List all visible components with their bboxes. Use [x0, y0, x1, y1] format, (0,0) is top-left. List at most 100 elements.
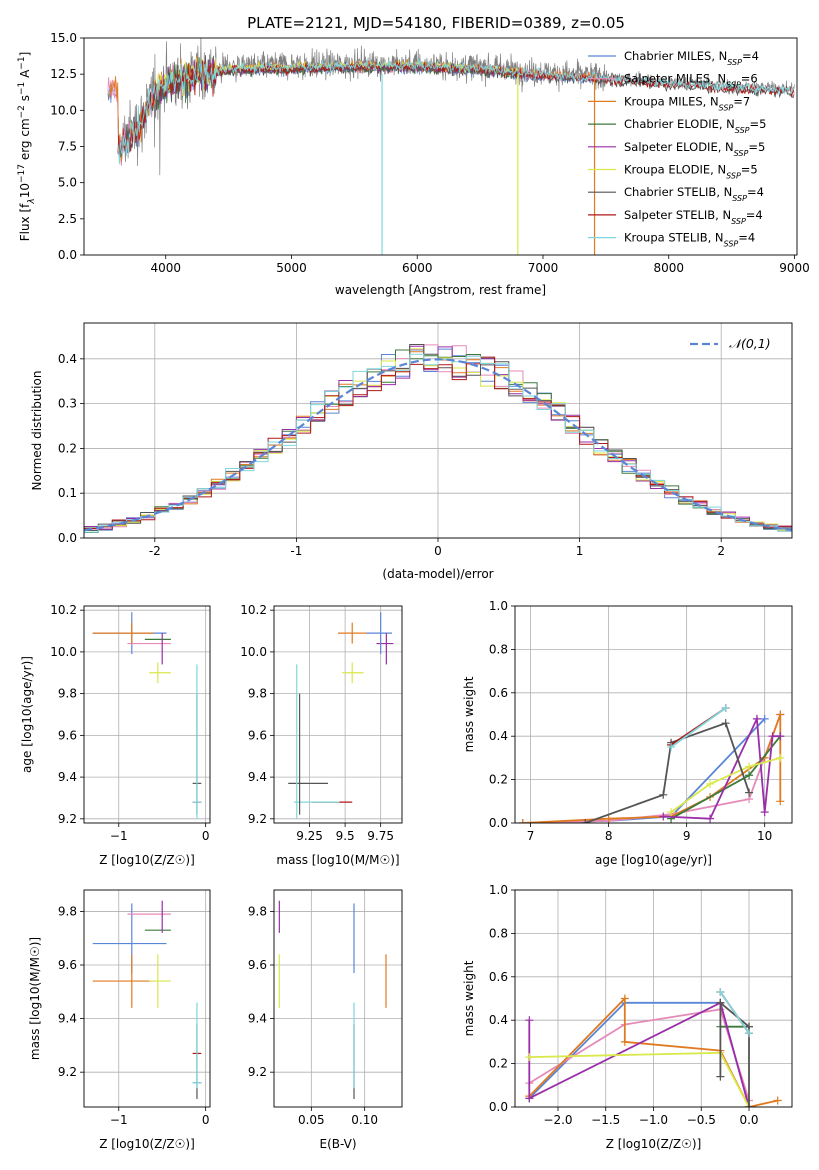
y-tick-label: 1.0 [489, 599, 508, 613]
x-tick-label: 9.75 [367, 829, 394, 843]
x-tick-label: 0.05 [298, 1113, 325, 1127]
x-tick-label: 10 [757, 829, 772, 843]
weight-marker [776, 710, 785, 719]
weight-line [528, 996, 778, 1107]
y-tick-label: 0.6 [489, 970, 508, 984]
legend-entry: Salpeter MILES, NSSP=6 [624, 72, 758, 90]
x-tick-label: −1.0 [639, 1113, 668, 1127]
x-tick-label: −1 [110, 829, 128, 843]
mass-vs-Z-axes [80, 890, 210, 1111]
y-tick-label: 10.2 [240, 603, 267, 617]
y-tick-label: 9.2 [58, 1065, 77, 1079]
residual-frame [83, 322, 793, 539]
y-tick-label: 0.2 [489, 773, 508, 787]
y-axis-label-part: λ [27, 198, 37, 204]
legend-entry: Chabrier STELIB, NSSP=4 [624, 185, 764, 203]
y-tick-label: 9.6 [248, 728, 267, 742]
axes-frame [83, 605, 211, 824]
x-tick-label: −0.5 [687, 1113, 716, 1127]
weight-marker [525, 1016, 534, 1025]
y-tick-label: 9.8 [248, 904, 267, 918]
y-tick-label: 10.2 [50, 603, 77, 617]
y-tick-label: 0.8 [489, 642, 508, 656]
weight-marker [659, 812, 668, 821]
y-tick-label: 0.0 [489, 1100, 508, 1114]
x-tick-label: −1.5 [591, 1113, 620, 1127]
errorbar-series [278, 900, 387, 1099]
legend-entry: Salpeter STELIB, NSSP=4 [624, 208, 763, 226]
y-tick-label: 9.2 [248, 1065, 267, 1079]
model-spectrum [117, 57, 795, 165]
age-vs-mass-axes [270, 606, 402, 827]
weight-marker [760, 714, 769, 723]
weight-marker [745, 762, 754, 771]
legend-entry: Kroupa STELIB, NSSP=4 [624, 231, 755, 249]
weight-marker [745, 788, 754, 797]
y-tick-label: 0.0 [58, 248, 77, 262]
weight-line [584, 722, 750, 823]
legend-sub: SSP [735, 126, 750, 135]
y-tick-label: 9.8 [58, 904, 77, 918]
weight-line [719, 991, 750, 1034]
x-tick-label: 9 [683, 829, 691, 843]
legend-sub: SSP [727, 58, 742, 67]
weight-marker [706, 779, 715, 788]
x-tick-label: 0.10 [351, 1113, 378, 1127]
weight-marker [745, 771, 754, 780]
x-axis-label: (data-model)/error [382, 567, 493, 581]
x-tick-label: -1 [290, 544, 302, 558]
y-axis-label: age [log10(age/yr)] [20, 656, 34, 773]
x-tick-label: 0.0 [739, 1113, 758, 1127]
weight-series [518, 703, 785, 823]
y-tick-label: 0.8 [489, 926, 508, 940]
x-tick-label: 9.5 [336, 829, 355, 843]
x-tick-label: 5000 [276, 261, 307, 275]
weight-marker [716, 1072, 725, 1081]
legend-sub: SSP [726, 80, 741, 89]
x-axis-label: Z [log10(Z/Z☉)] [606, 1137, 702, 1151]
y-tick-label: 9.2 [58, 812, 77, 826]
weight-vs-age-axes [511, 605, 792, 827]
y-tick-label: 9.6 [58, 958, 77, 972]
legend-count: =4 [747, 185, 764, 199]
legend-entry: Chabrier ELODIE, NSSP=5 [624, 117, 766, 135]
legend-sub: SSP [731, 216, 746, 225]
weight-marker [706, 814, 715, 823]
y-tick-label: 1.0 [489, 883, 508, 897]
histogram-series [84, 344, 792, 535]
weight-marker [604, 814, 613, 823]
y-tick-label: 9.4 [248, 770, 267, 784]
y-tick-label: 9.4 [248, 1012, 267, 1026]
legend-count: =5 [750, 117, 767, 131]
weight-marker [659, 790, 668, 799]
x-tick-label: 4000 [150, 261, 181, 275]
spectrum-series [107, 38, 795, 255]
y-axis-label-part: s [18, 95, 32, 105]
y-tick-label: 2.5 [58, 212, 77, 226]
legend-count: =4 [742, 49, 759, 63]
x-tick-label: 6000 [402, 261, 433, 275]
weight-marker [667, 808, 676, 817]
x-axis-label: Z [log10(Z/Z☉)] [99, 1137, 195, 1151]
x-tick-label: 0 [202, 1113, 210, 1127]
x-tick-label: −1 [110, 1113, 128, 1127]
x-axis-label: wavelength [Angstrom, rest frame] [335, 283, 546, 297]
legend-count: =5 [748, 140, 765, 154]
x-tick-label: -2 [149, 544, 161, 558]
weight-marker [721, 703, 730, 712]
weight-marker [716, 987, 725, 996]
y-tick-label: 0.4 [489, 729, 508, 743]
y-axis-label: Normed distribution [30, 371, 44, 491]
legend-count: =6 [741, 72, 758, 86]
legend-name: Salpeter ELODIE, N [624, 140, 734, 154]
weight-series [525, 987, 782, 1107]
weight-marker [776, 753, 785, 762]
weight-marker [745, 1029, 754, 1038]
errorbar-series [296, 612, 387, 819]
axes-frame [83, 889, 211, 1108]
y-tick-label: 12.5 [50, 67, 77, 81]
y-tick-label: 0.3 [58, 397, 77, 411]
y-tick-label: 9.4 [58, 770, 77, 784]
legend-name: Salpeter STELIB, N [624, 208, 731, 222]
y-axis-label-part: A [18, 69, 32, 82]
